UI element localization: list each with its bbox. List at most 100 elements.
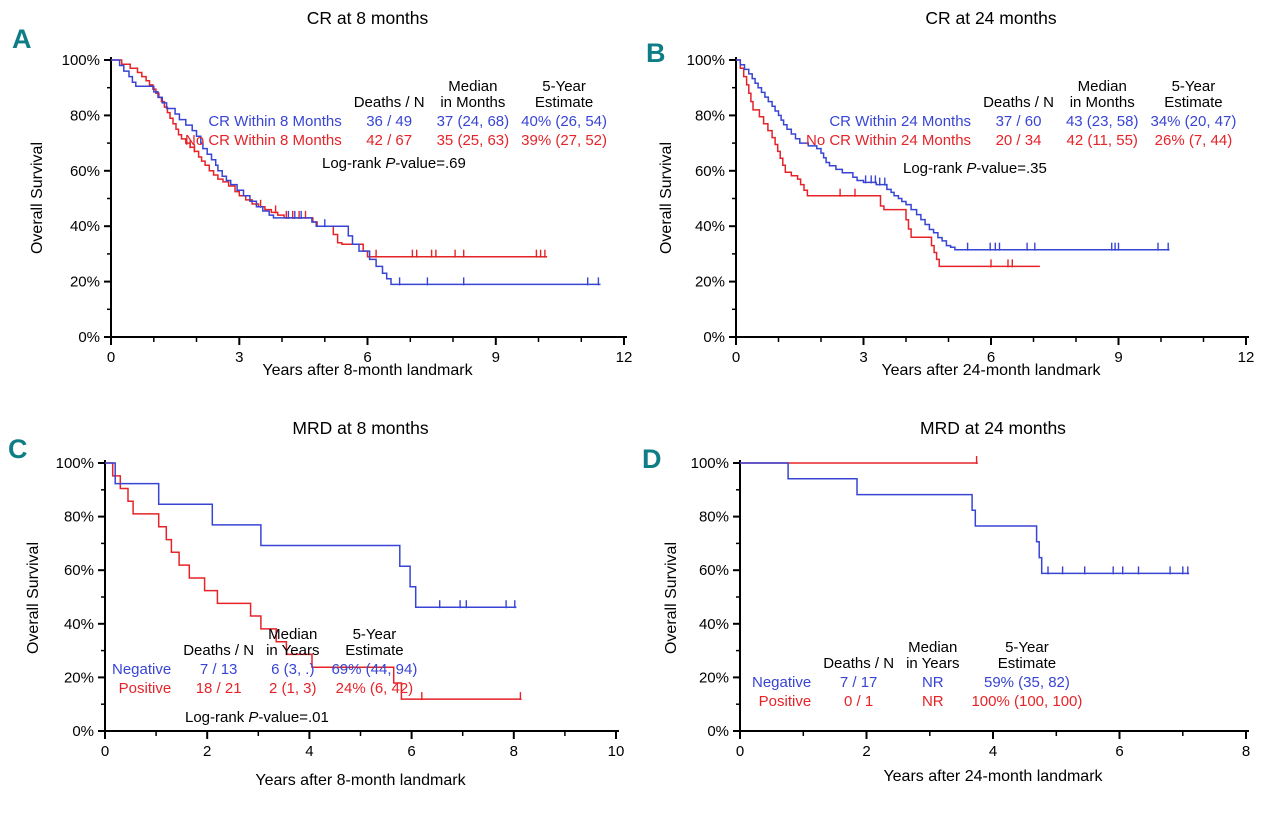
stats-median-row1: 6 (3, .)	[271, 661, 315, 678]
y-tick-label: 40%	[695, 218, 725, 235]
tick-labels: 0% 20% 40% 60% 80% 100% 0 3 6 9 12	[62, 52, 633, 366]
logrank-pvalue: Log-rank P-value=.35	[903, 160, 1047, 177]
x-tick-label: 0	[732, 349, 740, 366]
panel-title: MRD at 8 months	[292, 418, 429, 438]
stats-header-estimate: 5-Year Estimate	[997, 639, 1057, 672]
stats-estimate-row2: 39% (27, 52)	[521, 132, 608, 149]
km-plot-d: 0% 20% 40% 60% 80% 100% 0 2 4 6 8	[691, 455, 1251, 760]
y-axis-label: Overall Survival	[29, 141, 46, 255]
stats-estimate-row1: 69% (44, 94)	[331, 661, 418, 678]
panel-letter: C	[8, 434, 28, 464]
censor-marks	[439, 600, 516, 609]
stats-deaths-row2: 42 / 67	[366, 132, 413, 149]
x-axis-label: Years after 8-month landmark	[255, 772, 466, 789]
x-tick-label: 6	[1115, 743, 1123, 760]
y-tick-label: 0%	[72, 723, 94, 740]
stats-median-row1: 43 (23, 58)	[1065, 113, 1139, 130]
legend-label-row1: CR Within 24 Months	[829, 113, 972, 130]
panel-b: 0% 20% 40% 60% 80% 100% 0 3 6 9 12 B CR at 24 mont…	[640, 0, 1280, 408]
stats-header-median: Median in Months	[1069, 78, 1135, 111]
panel-title: CR at 24 months	[925, 8, 1057, 28]
tick-labels: 0% 20% 40% 60% 80% 100% 0 3 6 9 12	[687, 52, 1255, 366]
stats-header-estimate: 5-Year Estimate	[345, 626, 404, 659]
y-tick-label: 0%	[78, 329, 100, 346]
y-tick-label: 20%	[70, 274, 100, 291]
stats-estimate-row2: 24% (6, 42)	[335, 680, 414, 697]
stats-median-row2: 2 (1, 3)	[269, 680, 317, 697]
axes	[733, 460, 1249, 739]
stats-table: Deaths / N Median in Months 5-Year Estimat…	[185, 79, 607, 149]
logrank-pvalue: Log-rank P-value=.01	[185, 709, 329, 726]
x-tick-label: 0	[107, 349, 115, 366]
stats-deaths-row1: 36 / 49	[366, 113, 413, 130]
stats-median-row2: NR	[921, 693, 944, 710]
legend-label-row2: Positive	[118, 680, 172, 697]
km-curve	[105, 462, 522, 700]
x-tick-label: 6	[363, 349, 371, 366]
y-tick-label: 80%	[695, 107, 725, 124]
y-tick-label: 100%	[56, 455, 94, 472]
panel-letter: D	[642, 444, 662, 474]
km-plot-b: 0% 20% 40% 60% 80% 100% 0 3 6 9 12	[687, 52, 1255, 366]
y-tick-label: 80%	[64, 509, 94, 526]
stats-header-median: Median in Years	[906, 639, 960, 672]
stats-median-row2: 42 (11, 55)	[1066, 132, 1138, 149]
x-tick-label: 8	[1242, 743, 1250, 760]
y-tick-label: 80%	[70, 107, 100, 124]
y-tick-label: 60%	[695, 163, 725, 180]
panel-d: 0% 20% 40% 60% 80% 100% 0 2 4 6 8 D MRD at 24 mont…	[640, 408, 1280, 815]
y-tick-label: 40%	[699, 616, 729, 633]
x-tick-label: 3	[235, 349, 243, 366]
stats-deaths-row1: 37 / 60	[995, 113, 1042, 130]
y-tick-label: 20%	[699, 669, 729, 686]
stats-deaths-row2: 18 / 21	[195, 680, 242, 697]
panel-c: 0% 20% 40% 60% 80% 100% 0 2 4 6 8 10 C MRD at 8 mon…	[0, 408, 640, 815]
stats-median-row2: 35 (25, 63)	[436, 132, 510, 149]
censor-marks	[839, 188, 1013, 268]
x-tick-label: 2	[862, 743, 870, 760]
y-tick-label: 60%	[70, 163, 100, 180]
stats-estimate-row1: 59% (35, 82)	[983, 674, 1070, 691]
stats-table: Deaths / N Median in Years 5-Year Estimate…	[112, 627, 417, 697]
x-tick-label: 6	[987, 349, 995, 366]
y-tick-label: 40%	[70, 218, 100, 235]
y-tick-label: 100%	[62, 52, 100, 69]
x-tick-label: 10	[608, 743, 625, 760]
stats-estimate-row1: 40% (26, 54)	[521, 113, 608, 130]
panel-letter: B	[646, 38, 666, 68]
x-tick-label: 2	[203, 743, 211, 760]
tick-labels: 0% 20% 40% 60% 80% 100% 0 2 4 6 8 10	[56, 455, 625, 760]
x-tick-label: 0	[101, 743, 109, 760]
stats-deaths-row1: 7 / 13	[199, 661, 238, 678]
y-axis-label: Overall Survival	[663, 541, 680, 655]
y-tick-label: 20%	[695, 274, 725, 291]
x-tick-label: 8	[510, 743, 518, 760]
y-axis-label: Overall Survival	[25, 541, 42, 655]
x-tick-label: 12	[1238, 349, 1255, 366]
stats-estimate-row1: 34% (20, 47)	[1150, 113, 1237, 130]
tick-labels: 0% 20% 40% 60% 80% 100% 0 2 4 6 8	[691, 455, 1251, 760]
legend-label-row2: Positive	[758, 693, 812, 710]
stats-header-deaths: Deaths / N	[353, 94, 425, 111]
stats-header-deaths: Deaths / N	[183, 642, 255, 659]
stats-table: Deaths / N Median in Months 5-Year Estimat…	[806, 79, 1236, 149]
x-axis-label: Years after 8-month landmark	[262, 362, 473, 379]
y-tick-label: 80%	[699, 509, 729, 526]
km-curve	[740, 462, 1190, 575]
km-plot-c: 0% 20% 40% 60% 80% 100% 0 2 4 6 8 10	[56, 455, 625, 760]
stats-table: Deaths / N Median in Years 5-Year Estimate…	[752, 640, 1082, 710]
stats-header-spacer	[752, 640, 811, 672]
legend-label-row1: Negative	[752, 674, 812, 691]
legend-label-row2: No CR Within 8 Months	[185, 132, 342, 149]
stats-deaths-row2: 0 / 1	[844, 693, 874, 710]
stats-header-spacer	[185, 79, 342, 111]
x-tick-label: 6	[407, 743, 415, 760]
x-tick-label: 4	[305, 743, 313, 760]
panel-letter: A	[12, 24, 32, 54]
stats-median-row1: NR	[921, 674, 944, 691]
panel-a: 0% 20% 40% 60% 80% 100% 0 3 6 9 12 A CR at 8 month…	[0, 0, 640, 408]
x-axis-label: Years after 24-month landmark	[883, 768, 1103, 785]
stats-header-deaths: Deaths / N	[823, 655, 895, 672]
km-plot-a: 0% 20% 40% 60% 80% 100% 0 3 6 9 12	[62, 52, 633, 366]
stats-deaths-row2: 20 / 34	[995, 132, 1042, 149]
